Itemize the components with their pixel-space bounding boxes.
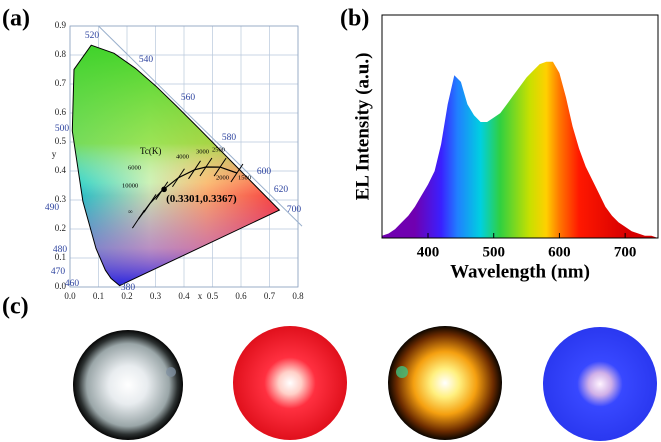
locus-label: 700: [287, 205, 302, 215]
x-tick-label: 700: [614, 244, 637, 260]
x-tick-label: 400: [417, 244, 440, 260]
x-tick-label: 0.7: [264, 291, 276, 301]
x-axis-label: x: [198, 291, 203, 301]
x-tick-label: 0.2: [121, 291, 132, 301]
data-point: [161, 186, 167, 193]
x-tick-label: 500: [482, 244, 505, 260]
cct-label: 3000: [196, 148, 209, 155]
locus-label: 620: [274, 185, 289, 195]
y-tick-label: 0.5: [55, 136, 67, 146]
y-tick-label: 0.9: [55, 20, 67, 30]
panel-label: (c): [2, 294, 29, 320]
gamut: [72, 45, 280, 286]
cct-label: 1500: [238, 174, 251, 181]
isotherm: [199, 157, 213, 177]
cct-title: Tc(K): [140, 146, 161, 156]
x-tick-label: 0.4: [178, 291, 190, 301]
locus-label: 490: [45, 203, 60, 213]
locus-label: 380: [121, 283, 136, 293]
y-tick-label: 0.4: [55, 165, 67, 175]
plot-frame: [381, 14, 659, 239]
cct-label: 2000: [216, 174, 229, 181]
spectrum-chart: 400 500 600 700 Wavelength (nm) EL Intensity …: [352, 14, 659, 282]
photo: [388, 326, 502, 440]
photo-spot: [166, 367, 176, 377]
isotherm: [131, 209, 145, 229]
cct-label: 2500: [212, 146, 225, 153]
isotherm: [143, 194, 157, 213]
isotherm: [230, 163, 244, 183]
y-tick-label: 0.1: [55, 252, 66, 262]
x-tick-label: 0.8: [292, 291, 304, 301]
locus-label: 600: [257, 167, 272, 177]
locus-label: 460: [65, 279, 80, 289]
y-tick-label: 0.8: [55, 49, 67, 59]
y-tick-label: 0.0: [55, 281, 67, 291]
locus-label: 480: [53, 245, 68, 255]
locus-label: 580: [222, 133, 237, 143]
x-tick-label: 0.0: [64, 291, 76, 301]
locus-label: 540: [139, 55, 154, 65]
cie-diagram: 0.0 0.1 0.2 0.3 0.4 0.5 0.6 0.7 0.8 0.0 0.1 0.2 0.3 0…: [45, 20, 304, 301]
y-tick-label: 0.6: [55, 107, 67, 117]
cct-label: 6000: [128, 164, 141, 171]
spectrum-area: [382, 61, 658, 238]
y-axis-label: EL Intensity (a.u.): [352, 53, 373, 201]
photo: [73, 330, 183, 440]
x-tick-label: 600: [548, 244, 571, 260]
y-tick-label: 0.7: [55, 78, 67, 88]
spectral-locus: [71, 44, 281, 287]
locus-label: 520: [85, 31, 100, 41]
isotherm: [172, 168, 185, 188]
locus-label: 500: [55, 124, 70, 134]
y-tick-label: 0.2: [55, 223, 66, 233]
x-tick-label: 0.6: [235, 291, 247, 301]
point-label: (0.3301,0.3367): [166, 193, 237, 205]
plot-frame: [69, 25, 299, 288]
photo: [543, 327, 657, 441]
y-axis-label: y: [52, 149, 57, 159]
y-tick-label: 0.3: [55, 194, 67, 204]
photo-spot: [396, 366, 408, 378]
panel-label: (b): [340, 6, 369, 32]
cct-label: 4000: [176, 153, 189, 160]
cct-label: 10000: [122, 182, 138, 189]
cct-label: ∞: [128, 208, 133, 215]
isotherm: [213, 157, 227, 177]
photo: [233, 326, 347, 440]
locus-label: 470: [51, 267, 66, 277]
x-axis-label: Wavelength (nm): [450, 261, 590, 282]
diagonal: [98, 25, 303, 227]
x-tick-label: 0.1: [93, 291, 104, 301]
locus-label: 560: [181, 93, 196, 103]
isotherm: [188, 160, 201, 180]
x-tick-label: 0.5: [207, 291, 219, 301]
photos: [73, 326, 657, 441]
x-tick-label: 0.3: [150, 291, 162, 301]
panel-label: (a): [2, 6, 30, 32]
